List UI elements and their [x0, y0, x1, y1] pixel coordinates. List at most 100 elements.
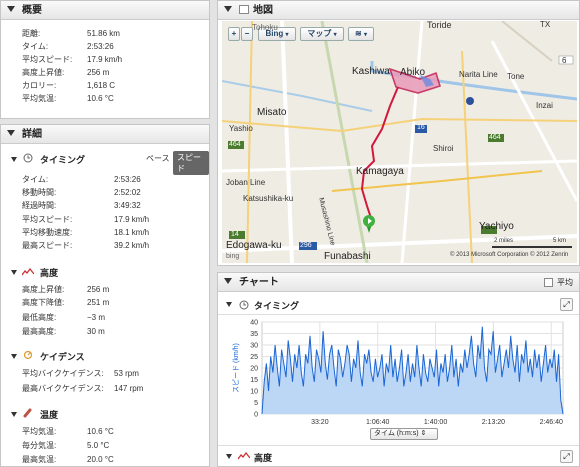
- map-provider-dropdown[interactable]: Bing ▾: [258, 27, 296, 41]
- map-label: Shiroi: [433, 144, 454, 153]
- cadence-section-header[interactable]: ケイデンス: [11, 350, 85, 363]
- overview-row: 距離: 51.86 km: [22, 29, 120, 38]
- xaxis-select[interactable]: タイム (h:m:s) ⇕: [370, 428, 438, 440]
- elevation-title: 高度: [40, 268, 59, 278]
- collapse-triangle-icon[interactable]: [224, 278, 232, 284]
- map-label: 296: [300, 242, 312, 249]
- overview-title: 概要: [22, 5, 42, 16]
- overview-header[interactable]: 概要: [1, 1, 209, 20]
- timing-row: 最高スピード: 39.2 km/h: [22, 241, 150, 250]
- map-icon: [239, 5, 249, 14]
- overview-panel: 概要 距離: 51.86 km タイム: 2:53:26 平均スピード: 17.9 k…: [0, 0, 210, 119]
- elevation-section-header[interactable]: 高度: [11, 266, 58, 279]
- collapse-triangle-icon[interactable]: [7, 6, 15, 12]
- y-tick-label: 30: [250, 343, 258, 350]
- overview-row: カロリー: 1,618 C: [22, 81, 116, 90]
- map-label: 14: [231, 231, 239, 238]
- collapse-triangle-icon[interactable]: [226, 302, 232, 307]
- expand-icon[interactable]: ⤢: [560, 450, 573, 463]
- map-panel: 地図: [217, 0, 580, 266]
- overview-row: 高度上昇値: 256 m: [22, 68, 110, 77]
- y-tick-label: 35: [250, 331, 258, 338]
- map-header[interactable]: 地図: [218, 1, 579, 20]
- timing-section-header[interactable]: タイミング: [11, 153, 85, 166]
- temperature-section-header[interactable]: 温度: [11, 408, 58, 421]
- collapse-triangle-icon[interactable]: [11, 354, 17, 359]
- overview-row: 平均スピード: 17.9 km/h: [22, 55, 123, 64]
- zoom-in-button[interactable]: +: [228, 27, 240, 41]
- map-label: 6: [562, 56, 567, 65]
- collapse-triangle-icon[interactable]: [7, 130, 15, 136]
- map-label: Yachiyo: [479, 221, 514, 232]
- y-tick-label: 15: [250, 377, 258, 384]
- map-graphic: [222, 21, 577, 263]
- map-label: Yashio: [229, 124, 253, 133]
- y-tick-label: 5: [254, 400, 258, 407]
- overview-row: 平均気温: 10.6 °C: [22, 94, 114, 103]
- temperature-title: 温度: [40, 410, 59, 420]
- average-label: 平均: [557, 278, 573, 287]
- scale-km: 5 km: [553, 238, 567, 244]
- thermometer-icon: [22, 408, 34, 420]
- map-label: Joban Line: [226, 178, 266, 187]
- expand-icon[interactable]: ⤢: [560, 298, 573, 311]
- collapse-triangle-icon[interactable]: [224, 6, 232, 12]
- y-tick-label: 20: [250, 366, 258, 373]
- timing-row: タイム: 2:53:26: [22, 175, 141, 184]
- dropdown-arrow-icon: ▾: [285, 32, 289, 38]
- cadence-row: 最高バイクケイデンス: 147 rpm: [22, 384, 144, 393]
- map-label: Narita Line: [459, 70, 498, 79]
- overview-row: タイム: 2:53:26: [22, 42, 114, 51]
- elevation-row: 高度上昇値: 256 m: [22, 285, 110, 294]
- temperature-row: 平均気温: 10.6 °C: [22, 427, 114, 436]
- map-label: Katsushika-ku: [243, 194, 294, 203]
- collapse-triangle-icon[interactable]: [11, 157, 17, 162]
- average-checkbox[interactable]: [544, 278, 553, 287]
- dropdown-arrow-icon: ⇕: [420, 430, 427, 437]
- y-tick-label: 25: [250, 354, 258, 361]
- speed-toggle-button[interactable]: スピード: [173, 151, 209, 175]
- speed-line: [261, 326, 564, 415]
- timing-chart-header[interactable]: タイミング ⤢: [218, 295, 579, 315]
- scale-bar: [492, 246, 572, 248]
- map-label: TX: [540, 21, 551, 29]
- collapse-triangle-icon[interactable]: [11, 412, 17, 417]
- timing-chart-title: タイミング: [254, 301, 300, 311]
- cadence-row: 平均バイクケイデンス: 53 rpm: [22, 369, 139, 378]
- chart-header[interactable]: チャート 平均: [218, 273, 579, 292]
- elevation-chart-title: 高度: [254, 453, 273, 463]
- layers-icon: ≋: [355, 29, 362, 38]
- map-label: Abiko: [400, 67, 426, 78]
- collapse-triangle-icon[interactable]: [11, 270, 17, 275]
- map-type-dropdown[interactable]: マップ ▾: [300, 27, 344, 41]
- dropdown-arrow-icon: ▾: [333, 32, 337, 38]
- temperature-row: 毎分気温: 5.0 °C: [22, 441, 110, 450]
- chart-title: チャート: [239, 277, 279, 288]
- layers-dropdown[interactable]: ≋ ▾: [348, 27, 374, 41]
- pace-toggle-button[interactable]: ペース: [146, 154, 170, 163]
- map-copyright: © 2013 Microsoft Corporation © 2012 Zenr…: [450, 252, 569, 258]
- bing-logo: bing: [226, 253, 240, 260]
- collapse-triangle-icon[interactable]: [226, 454, 232, 459]
- elevation-icon: [237, 451, 251, 462]
- timing-row: 経過時間: 3:49:32: [22, 201, 141, 210]
- details-header[interactable]: 詳細: [1, 125, 209, 144]
- map-label: 464: [489, 134, 501, 141]
- temperature-row: 最高気温: 20.0 °C: [22, 455, 114, 464]
- map-canvas[interactable]: + − Bing ▾ マップ ▾ ≋ ▾ Toride TX Tohoku 6 …: [222, 21, 577, 263]
- clock-icon: [22, 153, 34, 165]
- elevation-chart-header[interactable]: 高度 ⤢: [218, 445, 579, 466]
- map-label: 16: [417, 124, 425, 131]
- y-tick-label: 0: [254, 412, 258, 419]
- y-tick-label: 40: [250, 320, 258, 327]
- map-label: Toride: [427, 21, 452, 30]
- speed-chart[interactable]: 0 5 10 15 20 25 30 35 40 33:20 1:06:40 1:40:00 2:13:…: [218, 315, 579, 465]
- zoom-out-button[interactable]: −: [241, 27, 253, 41]
- elevation-icon: [21, 267, 35, 278]
- map-label: 464: [229, 141, 241, 148]
- map-label: Misato: [257, 107, 287, 118]
- elevation-row: 最高高度: 30 m: [22, 327, 105, 336]
- map-label: Inzai: [536, 101, 553, 110]
- map-title: 地図: [253, 5, 273, 16]
- x-tick-label: 2:13:20: [482, 419, 505, 426]
